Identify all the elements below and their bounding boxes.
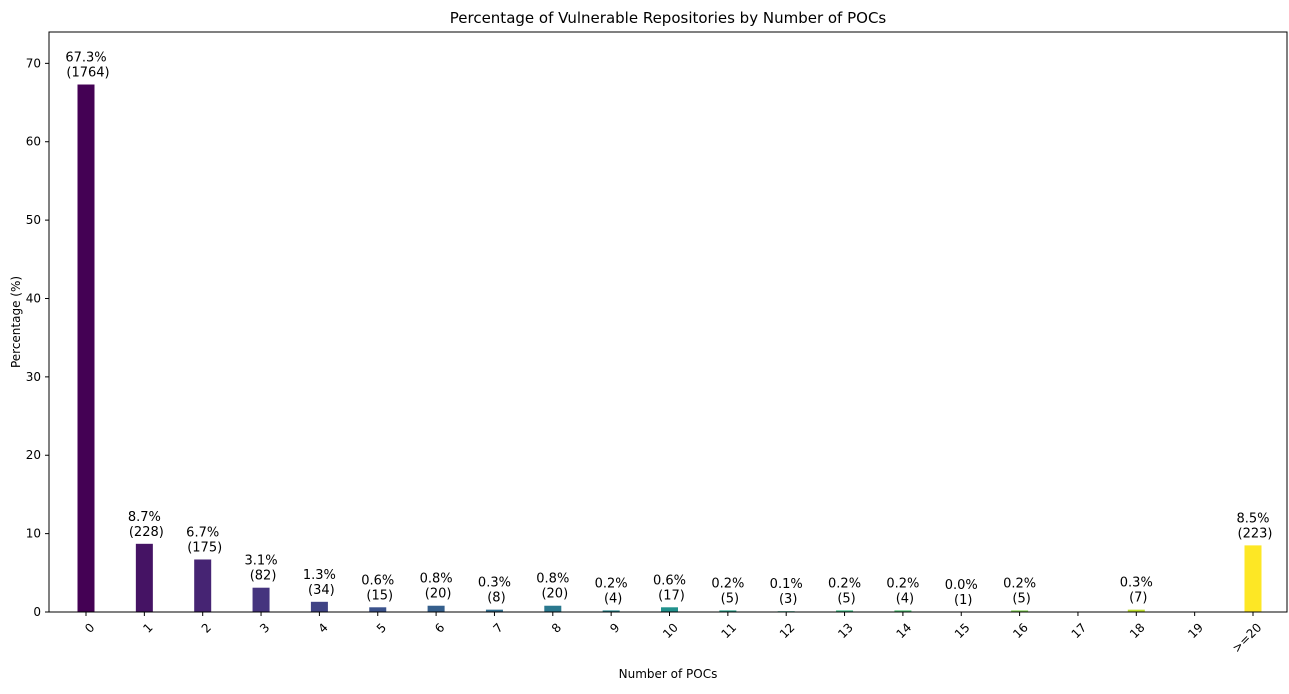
x-tick-label: 19 bbox=[1185, 620, 1206, 641]
bar-percent-label: 0.2% bbox=[828, 576, 861, 591]
bar-count-label: (17) bbox=[658, 588, 685, 603]
bar bbox=[77, 84, 95, 613]
bar-count-label: (4) bbox=[604, 591, 622, 606]
bar-count-label: (228) bbox=[129, 525, 164, 540]
plot-frame bbox=[48, 31, 1288, 613]
y-tick-label: 30 bbox=[26, 370, 41, 384]
x-tick-label: 11 bbox=[718, 620, 739, 641]
y-axis-label: Percentage (%) bbox=[9, 276, 23, 368]
bar-count-label: (15) bbox=[366, 588, 393, 603]
x-tick-label: 12 bbox=[777, 620, 798, 641]
x-tick-label: 16 bbox=[1010, 620, 1031, 641]
x-tick-label: 15 bbox=[952, 620, 973, 641]
bar-percent-label: 8.7% bbox=[128, 510, 161, 525]
y-tick-label: 0 bbox=[33, 605, 41, 619]
bar bbox=[310, 601, 328, 612]
x-tick-label: 14 bbox=[894, 620, 915, 641]
bar-count-label: (223) bbox=[1238, 526, 1273, 541]
bar bbox=[602, 610, 620, 612]
y-tick-label: 40 bbox=[26, 291, 41, 305]
bar bbox=[1244, 545, 1262, 612]
x-tick-label: 4 bbox=[315, 620, 330, 635]
x-tick-label: 0 bbox=[82, 620, 97, 635]
x-tick-label: 8 bbox=[549, 620, 564, 635]
bar-percent-label: 0.3% bbox=[1120, 576, 1153, 591]
bar bbox=[369, 607, 387, 612]
bar-percent-label: 0.6% bbox=[361, 573, 394, 588]
bar-percent-label: 0.2% bbox=[711, 576, 744, 591]
bar-count-label: (3) bbox=[779, 592, 797, 607]
y-tick-label: 20 bbox=[26, 448, 41, 462]
bar-percent-label: 0.0% bbox=[945, 578, 978, 593]
bar-count-label: (34) bbox=[308, 583, 335, 598]
bar-percent-label: 3.1% bbox=[245, 554, 278, 569]
bar-percent-label: 1.3% bbox=[303, 568, 336, 583]
x-tick-label: 7 bbox=[490, 620, 505, 635]
x-tick-label: 5 bbox=[374, 620, 389, 635]
y-tick-label: 50 bbox=[26, 213, 41, 227]
x-tick-label: 6 bbox=[432, 620, 447, 635]
x-tick-label: 17 bbox=[1069, 620, 1090, 641]
bar-percent-label: 0.8% bbox=[536, 572, 569, 587]
bar-labels-group: 67.3%(1764) 8.7%(228) 6.7%(175) 3.1%(82) 1.3… bbox=[65, 51, 1272, 608]
x-tick-label: 3 bbox=[257, 620, 272, 635]
bar-percent-label: 0.2% bbox=[886, 576, 919, 591]
bar bbox=[135, 543, 153, 612]
bar-percent-label: 0.8% bbox=[420, 572, 453, 587]
bar-count-label: (7) bbox=[1129, 591, 1147, 606]
bar bbox=[485, 609, 503, 612]
bar-count-label: (5) bbox=[1012, 591, 1030, 606]
x-tick-label: 18 bbox=[1127, 620, 1148, 641]
bar bbox=[194, 559, 212, 612]
y-axis: 0 10 20 30 40 50 60 70 bbox=[26, 56, 49, 619]
bar-percent-label: 0.3% bbox=[478, 576, 511, 591]
bar-count-label: (20) bbox=[541, 587, 568, 602]
bar bbox=[894, 610, 912, 612]
bar bbox=[1011, 610, 1029, 612]
bar-percent-label: 0.1% bbox=[770, 577, 803, 592]
bar-percent-label: 6.7% bbox=[186, 525, 219, 540]
bar bbox=[661, 607, 678, 612]
bar-percent-label: 0.2% bbox=[595, 576, 628, 591]
bar-percent-label: 0.6% bbox=[653, 573, 686, 588]
bar-count-label: (5) bbox=[837, 591, 855, 606]
chart-title: Percentage of Vulnerable Repositories by… bbox=[450, 9, 887, 27]
bar bbox=[719, 610, 737, 612]
bar bbox=[544, 605, 562, 612]
x-tick-label: >=20 bbox=[1229, 620, 1264, 655]
y-tick-label: 70 bbox=[26, 56, 41, 70]
x-tick-label: 1 bbox=[140, 620, 155, 635]
bar-count-label: (1764) bbox=[66, 66, 109, 81]
bar bbox=[252, 587, 270, 612]
y-tick-label: 60 bbox=[26, 135, 41, 149]
x-tick-label: 2 bbox=[199, 620, 214, 635]
x-axis-label: Number of POCs bbox=[619, 667, 718, 681]
bar bbox=[427, 605, 445, 612]
bar-percent-label: 67.3% bbox=[65, 51, 106, 66]
x-tick-label: 13 bbox=[835, 620, 856, 641]
x-tick-label: 10 bbox=[660, 620, 681, 641]
bar-count-label: (1) bbox=[954, 593, 972, 608]
bar bbox=[836, 610, 854, 612]
x-axis: 0 1 2 3 4 5 6 7 8 9 10 11 12 13 14 15 16 17 18 19 >=20 bbox=[82, 612, 1264, 655]
bar-count-label: (4) bbox=[896, 591, 914, 606]
bar-percent-label: 8.5% bbox=[1236, 511, 1269, 526]
bar-percent-label: 0.2% bbox=[1003, 576, 1036, 591]
bar-count-label: (20) bbox=[425, 587, 452, 602]
bar-count-label: (8) bbox=[487, 591, 505, 606]
x-tick-label: 9 bbox=[607, 620, 622, 635]
bars-group bbox=[77, 84, 1262, 613]
bar-count-label: (175) bbox=[187, 540, 222, 555]
bar bbox=[1127, 609, 1145, 612]
bar-count-label: (82) bbox=[250, 569, 277, 584]
bar-count-label: (5) bbox=[721, 591, 739, 606]
y-tick-label: 10 bbox=[26, 527, 41, 541]
